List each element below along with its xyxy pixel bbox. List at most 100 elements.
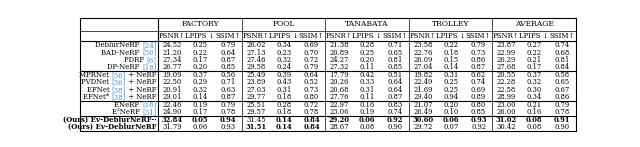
Text: 23.89: 23.89	[246, 78, 266, 86]
Text: 0.74: 0.74	[554, 41, 570, 49]
Text: 22.99: 22.99	[497, 49, 516, 57]
Text: 0.79: 0.79	[471, 41, 486, 49]
Text: MPRNet: MPRNet	[79, 71, 111, 79]
Text: 0.69: 0.69	[304, 41, 319, 49]
Text: 0.86: 0.86	[554, 93, 570, 101]
Text: 0.20: 0.20	[360, 56, 375, 64]
Text: PSNR↑: PSNR↑	[159, 32, 186, 40]
Text: PDRF: PDRF	[124, 56, 147, 64]
Text: 20.89: 20.89	[330, 49, 349, 57]
Text: 25.49: 25.49	[246, 71, 266, 79]
Text: 0.14: 0.14	[275, 116, 292, 124]
Text: 21.20: 21.20	[163, 49, 182, 57]
Text: 29.77: 29.77	[246, 93, 266, 101]
Text: 0.08: 0.08	[526, 116, 543, 124]
Text: 25.51: 25.51	[246, 101, 266, 109]
Text: 0.81: 0.81	[387, 56, 403, 64]
Text: 28.99: 28.99	[497, 93, 516, 101]
Text: 0.64: 0.64	[387, 78, 403, 86]
Text: 0.94: 0.94	[220, 116, 236, 124]
Text: 27.03: 27.03	[246, 86, 266, 94]
Text: 0.19: 0.19	[360, 108, 375, 116]
Text: 0.23: 0.23	[276, 49, 291, 57]
Text: 0.52: 0.52	[304, 78, 319, 86]
Text: 23.00: 23.00	[497, 101, 516, 109]
Text: 0.81: 0.81	[554, 56, 570, 64]
Text: 0.71: 0.71	[220, 78, 236, 86]
Text: 0.78: 0.78	[220, 108, 236, 116]
Text: 0.93: 0.93	[470, 116, 487, 124]
Text: LPIPS ↓: LPIPS ↓	[520, 32, 549, 40]
Text: 0.33: 0.33	[360, 78, 375, 86]
Text: 0.64: 0.64	[304, 71, 319, 79]
Text: TANABATA: TANABATA	[346, 20, 389, 28]
Text: AVERAGE: AVERAGE	[515, 20, 554, 28]
Text: 0.62: 0.62	[471, 71, 486, 79]
Text: ENeRF: ENeRF	[115, 101, 142, 109]
Text: 0.34: 0.34	[276, 41, 291, 49]
Text: 22.50: 22.50	[163, 78, 182, 86]
Text: 0.85: 0.85	[471, 108, 486, 116]
Text: 29.58: 29.58	[246, 64, 266, 71]
Text: 0.87: 0.87	[220, 56, 236, 64]
Text: 0.89: 0.89	[471, 93, 486, 101]
Text: 0.79: 0.79	[220, 101, 236, 109]
Text: 0.68: 0.68	[554, 49, 570, 57]
Text: 22.46: 22.46	[163, 101, 182, 109]
Text: 0.27: 0.27	[527, 41, 542, 49]
Text: 0.85: 0.85	[387, 64, 403, 71]
Text: 0.30: 0.30	[527, 86, 542, 94]
Text: 23.87: 23.87	[497, 41, 516, 49]
Text: 22.76: 22.76	[413, 49, 433, 57]
Text: 0.64: 0.64	[220, 49, 236, 57]
Text: 20.68: 20.68	[330, 86, 349, 94]
Text: [36]: [36]	[111, 78, 126, 86]
Text: PSNR↑: PSNR↑	[326, 32, 353, 40]
Text: 0.92: 0.92	[387, 116, 403, 124]
Text: 0.06: 0.06	[359, 116, 376, 124]
Text: 0.22: 0.22	[193, 49, 207, 57]
Text: 0.84: 0.84	[303, 123, 320, 131]
Text: 26.09: 26.09	[413, 56, 433, 64]
Text: 27.46: 27.46	[246, 56, 266, 64]
Text: 0.80: 0.80	[304, 93, 319, 101]
Text: 0.74: 0.74	[471, 78, 486, 86]
Text: 29.40: 29.40	[413, 93, 433, 101]
Text: 27.04: 27.04	[413, 64, 433, 71]
Text: 30.42: 30.42	[497, 123, 516, 131]
Text: SSIM↑: SSIM↑	[549, 32, 575, 40]
Text: 0.20: 0.20	[443, 101, 458, 109]
Text: 20.55: 20.55	[497, 71, 516, 79]
Text: 19.09: 19.09	[163, 71, 182, 79]
Text: 26.77: 26.77	[163, 64, 182, 71]
Text: 0.20: 0.20	[193, 64, 208, 71]
Text: 26.29: 26.29	[497, 56, 516, 64]
Text: + NeRF: + NeRF	[126, 86, 156, 94]
Text: 0.08: 0.08	[527, 123, 542, 131]
Text: 0.32: 0.32	[527, 78, 542, 86]
Text: PSNR↑: PSNR↑	[243, 32, 269, 40]
Text: [38]: [38]	[111, 86, 126, 94]
Text: 0.94: 0.94	[443, 93, 458, 101]
Text: 0.87: 0.87	[387, 93, 403, 101]
Text: 0.39: 0.39	[276, 71, 291, 79]
Text: 0.79: 0.79	[554, 101, 570, 109]
Text: 0.32: 0.32	[193, 86, 208, 94]
Text: (Ours) Ev-DeblurNeRF: (Ours) Ev-DeblurNeRF	[68, 123, 156, 131]
Text: 0.56: 0.56	[220, 71, 236, 79]
Text: 0.43: 0.43	[276, 78, 291, 86]
Text: 0.28: 0.28	[360, 41, 375, 49]
Text: 0.25: 0.25	[444, 78, 458, 86]
Text: 0.08: 0.08	[360, 123, 375, 131]
Text: 0.18: 0.18	[276, 108, 291, 116]
Text: DP-NeRF: DP-NeRF	[108, 64, 142, 71]
Text: PSNR↑: PSNR↑	[410, 32, 436, 40]
Text: [56]: [56]	[111, 71, 126, 79]
Text: 0.06: 0.06	[442, 116, 459, 124]
Text: 0.78: 0.78	[304, 108, 319, 116]
Text: 0.85: 0.85	[220, 64, 236, 71]
Text: 0.25: 0.25	[360, 49, 374, 57]
Text: 0.71: 0.71	[387, 41, 403, 49]
Text: 0.92: 0.92	[471, 123, 486, 131]
Text: 27.76: 27.76	[330, 93, 349, 101]
